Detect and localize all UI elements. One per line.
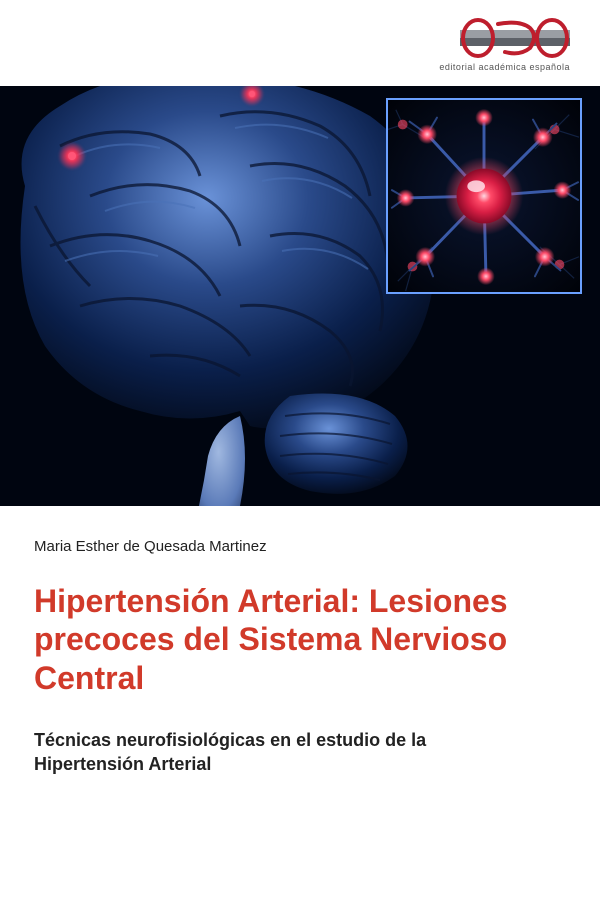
publisher-logo: editorial académica española [439, 18, 570, 72]
eae-logo-icon [460, 18, 570, 60]
cover-hero-image [0, 86, 600, 506]
book-title: Hipertensión Arterial: Lesiones precoces… [34, 582, 566, 697]
neuron-inset [386, 98, 582, 294]
author-name: Maria Esther de Quesada Martinez [34, 538, 267, 555]
neuron-illustration [388, 100, 580, 292]
book-subtitle: Técnicas neurofisiológicas en el estudio… [34, 728, 520, 777]
publisher-name: editorial académica española [439, 62, 570, 72]
